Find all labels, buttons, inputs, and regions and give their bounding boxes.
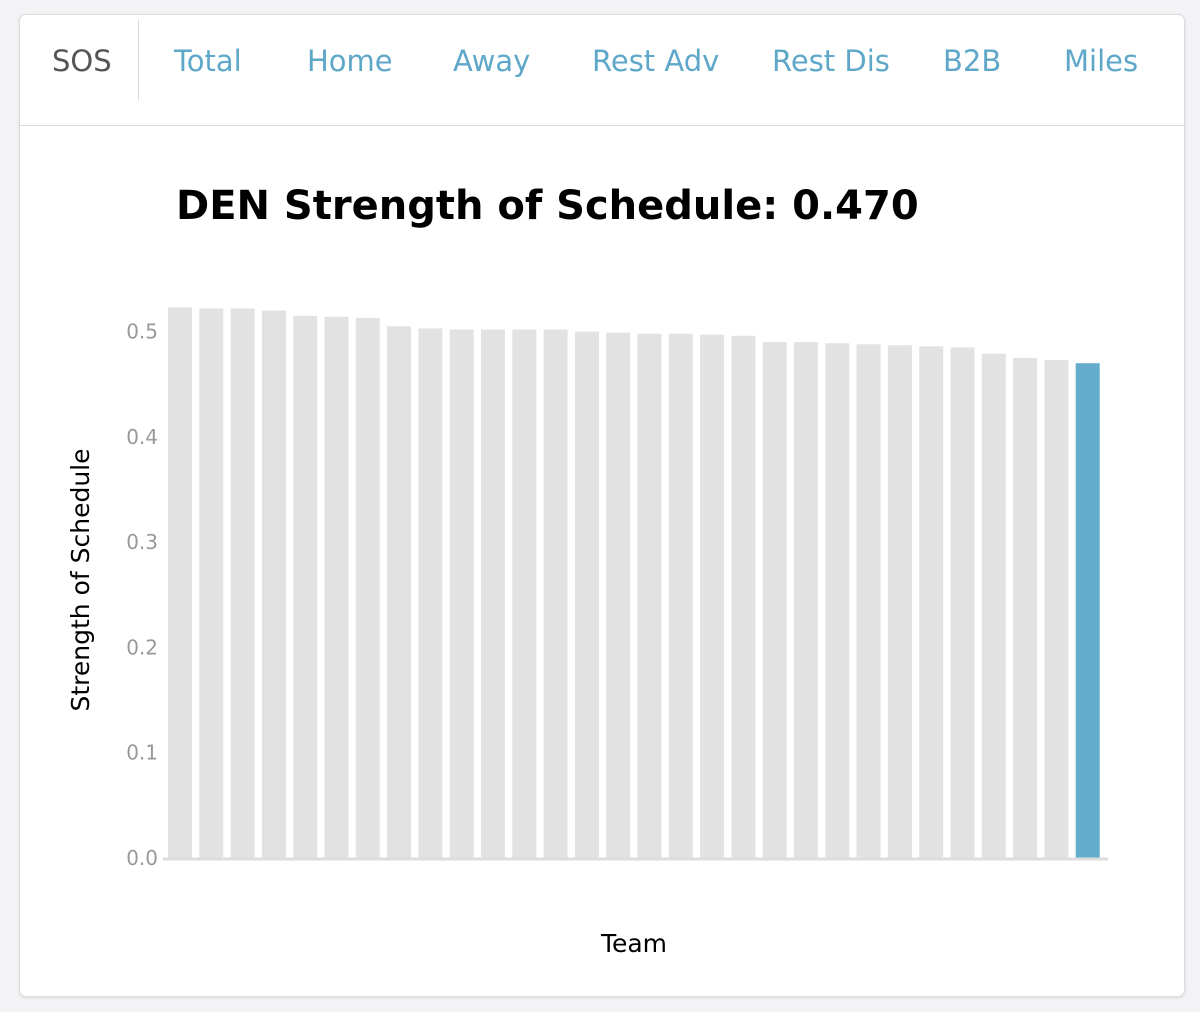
bar[interactable]: [355, 317, 380, 858]
tab-bar: SOS Total Home Away Rest Adv Rest Dis B2…: [20, 15, 1184, 126]
bar[interactable]: [418, 328, 443, 858]
bar[interactable]: [293, 315, 318, 858]
bar[interactable]: [261, 310, 286, 859]
bar[interactable]: [825, 343, 850, 858]
y-tick-label: 0.0: [126, 846, 158, 870]
bar[interactable]: [449, 329, 474, 859]
tab-b2b[interactable]: B2B: [943, 44, 1002, 78]
x-axis-label: Team: [600, 929, 667, 958]
bar[interactable]: [481, 329, 505, 859]
bar[interactable]: [668, 333, 693, 858]
bar[interactable]: [324, 316, 349, 858]
bar[interactable]: [230, 308, 255, 858]
bar[interactable]: [512, 329, 537, 859]
y-tick-label: 0.3: [126, 530, 158, 554]
bar[interactable]: [856, 344, 881, 858]
tab-total[interactable]: Total: [174, 44, 242, 78]
bar[interactable]: [637, 333, 662, 858]
bar[interactable]: [950, 347, 975, 858]
tab-away[interactable]: Away: [453, 44, 531, 78]
bar[interactable]: [387, 326, 412, 858]
y-axis-ticks: 0.0 0.1 0.2 0.3 0.4 0.5: [126, 320, 158, 870]
bar[interactable]: [168, 307, 192, 858]
bar[interactable]: [574, 331, 599, 859]
bar[interactable]: [919, 346, 944, 858]
bar[interactable]: [1013, 357, 1038, 858]
y-tick-label: 0.2: [126, 635, 158, 659]
chart-title: DEN Strength of Schedule: 0.470: [176, 183, 919, 229]
tab-sos[interactable]: SOS: [52, 44, 112, 78]
bar[interactable]: [606, 332, 631, 859]
y-tick-label: 0.5: [126, 320, 158, 344]
tab-divider: [138, 19, 139, 101]
bar[interactable]: [731, 335, 756, 858]
bar[interactable]: [887, 345, 912, 858]
tab-rest-adv[interactable]: Rest Adv: [592, 44, 720, 78]
bar[interactable]: [1075, 363, 1100, 858]
bars-group: [168, 307, 1100, 859]
tab-home[interactable]: Home: [307, 44, 393, 78]
bar[interactable]: [1044, 360, 1069, 858]
y-tick-label: 0.1: [126, 741, 158, 765]
y-tick-label: 0.4: [126, 425, 158, 449]
bar[interactable]: [543, 329, 568, 859]
y-axis-label: Strength of Schedule: [66, 448, 95, 711]
bar[interactable]: [199, 308, 224, 858]
bar[interactable]: [794, 342, 818, 859]
bar[interactable]: [700, 334, 725, 858]
bar[interactable]: [981, 353, 1006, 858]
tab-miles[interactable]: Miles: [1064, 44, 1139, 78]
bar[interactable]: [762, 342, 787, 859]
tab-rest-dis[interactable]: Rest Dis: [772, 44, 890, 78]
